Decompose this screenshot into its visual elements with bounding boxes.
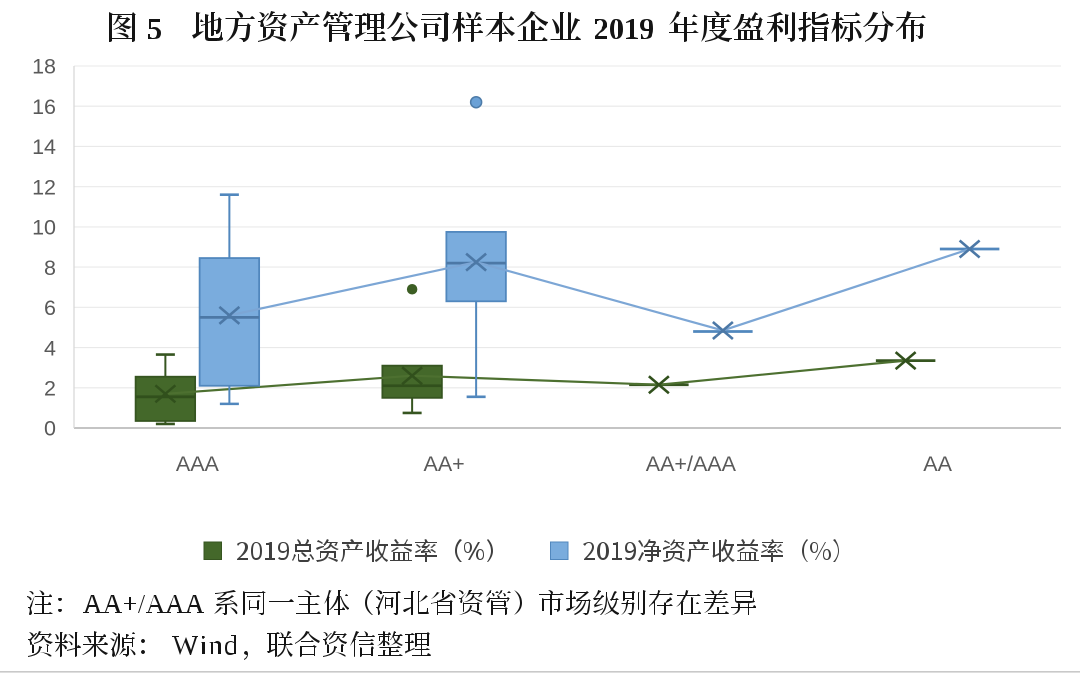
note-line-1 <box>27 590 756 616</box>
chart-title <box>109 11 926 42</box>
legend-label-total-roa <box>237 539 493 562</box>
x-category-label: AA+/AAA <box>646 452 737 476</box>
mean-line-series-1 <box>229 247 970 332</box>
note-line-2 <box>28 631 431 660</box>
box-0-1 <box>381 364 443 399</box>
plot-area: 0 2 4 6 8 10 12 14 16 18 AAA AA+ AA+/AAA AA <box>32 55 1061 476</box>
box-1-0 <box>198 257 261 387</box>
legend <box>203 539 839 562</box>
x-category-label: AA <box>923 452 952 476</box>
x-category-label: AAA <box>176 452 220 476</box>
legend-label-net-roe <box>583 539 839 562</box>
legend-item-total-roa <box>203 539 493 562</box>
outlier-dot <box>469 95 483 109</box>
text-outline <box>237 539 493 562</box>
legend-swatch-net-roe <box>550 541 569 560</box>
mean-marker <box>894 351 917 371</box>
outlier-dot <box>406 283 418 295</box>
y-tick-label: 16 <box>32 95 56 119</box>
mean-marker <box>465 252 487 272</box>
legend-item-net-roe <box>550 539 839 562</box>
y-tick-label: 8 <box>44 256 56 280</box>
text-outline <box>109 11 926 42</box>
y-tick-label: 2 <box>44 376 56 400</box>
mean-marker <box>648 375 670 395</box>
y-tick-label: 18 <box>32 55 56 79</box>
mean-line-series-0 <box>165 359 906 395</box>
y-tick-label: 12 <box>32 175 56 199</box>
y-tick-label: 10 <box>32 216 56 240</box>
text-outline <box>583 539 839 562</box>
mean-marker <box>218 305 241 325</box>
y-tick-label: 4 <box>44 336 56 360</box>
mean-marker <box>154 384 177 404</box>
mean-marker <box>401 366 423 386</box>
text-outline <box>28 631 431 660</box>
text-outline <box>27 590 756 616</box>
legend-swatch-total-roa <box>203 541 222 560</box>
box-0-0 <box>134 375 197 422</box>
x-category-label: AA+ <box>424 452 465 476</box>
y-tick-label: 6 <box>44 296 56 320</box>
y-tick-label: 14 <box>32 135 56 159</box>
y-tick-label: 0 <box>44 417 56 441</box>
mean-marker <box>958 239 981 259</box>
mean-marker <box>712 320 734 340</box>
